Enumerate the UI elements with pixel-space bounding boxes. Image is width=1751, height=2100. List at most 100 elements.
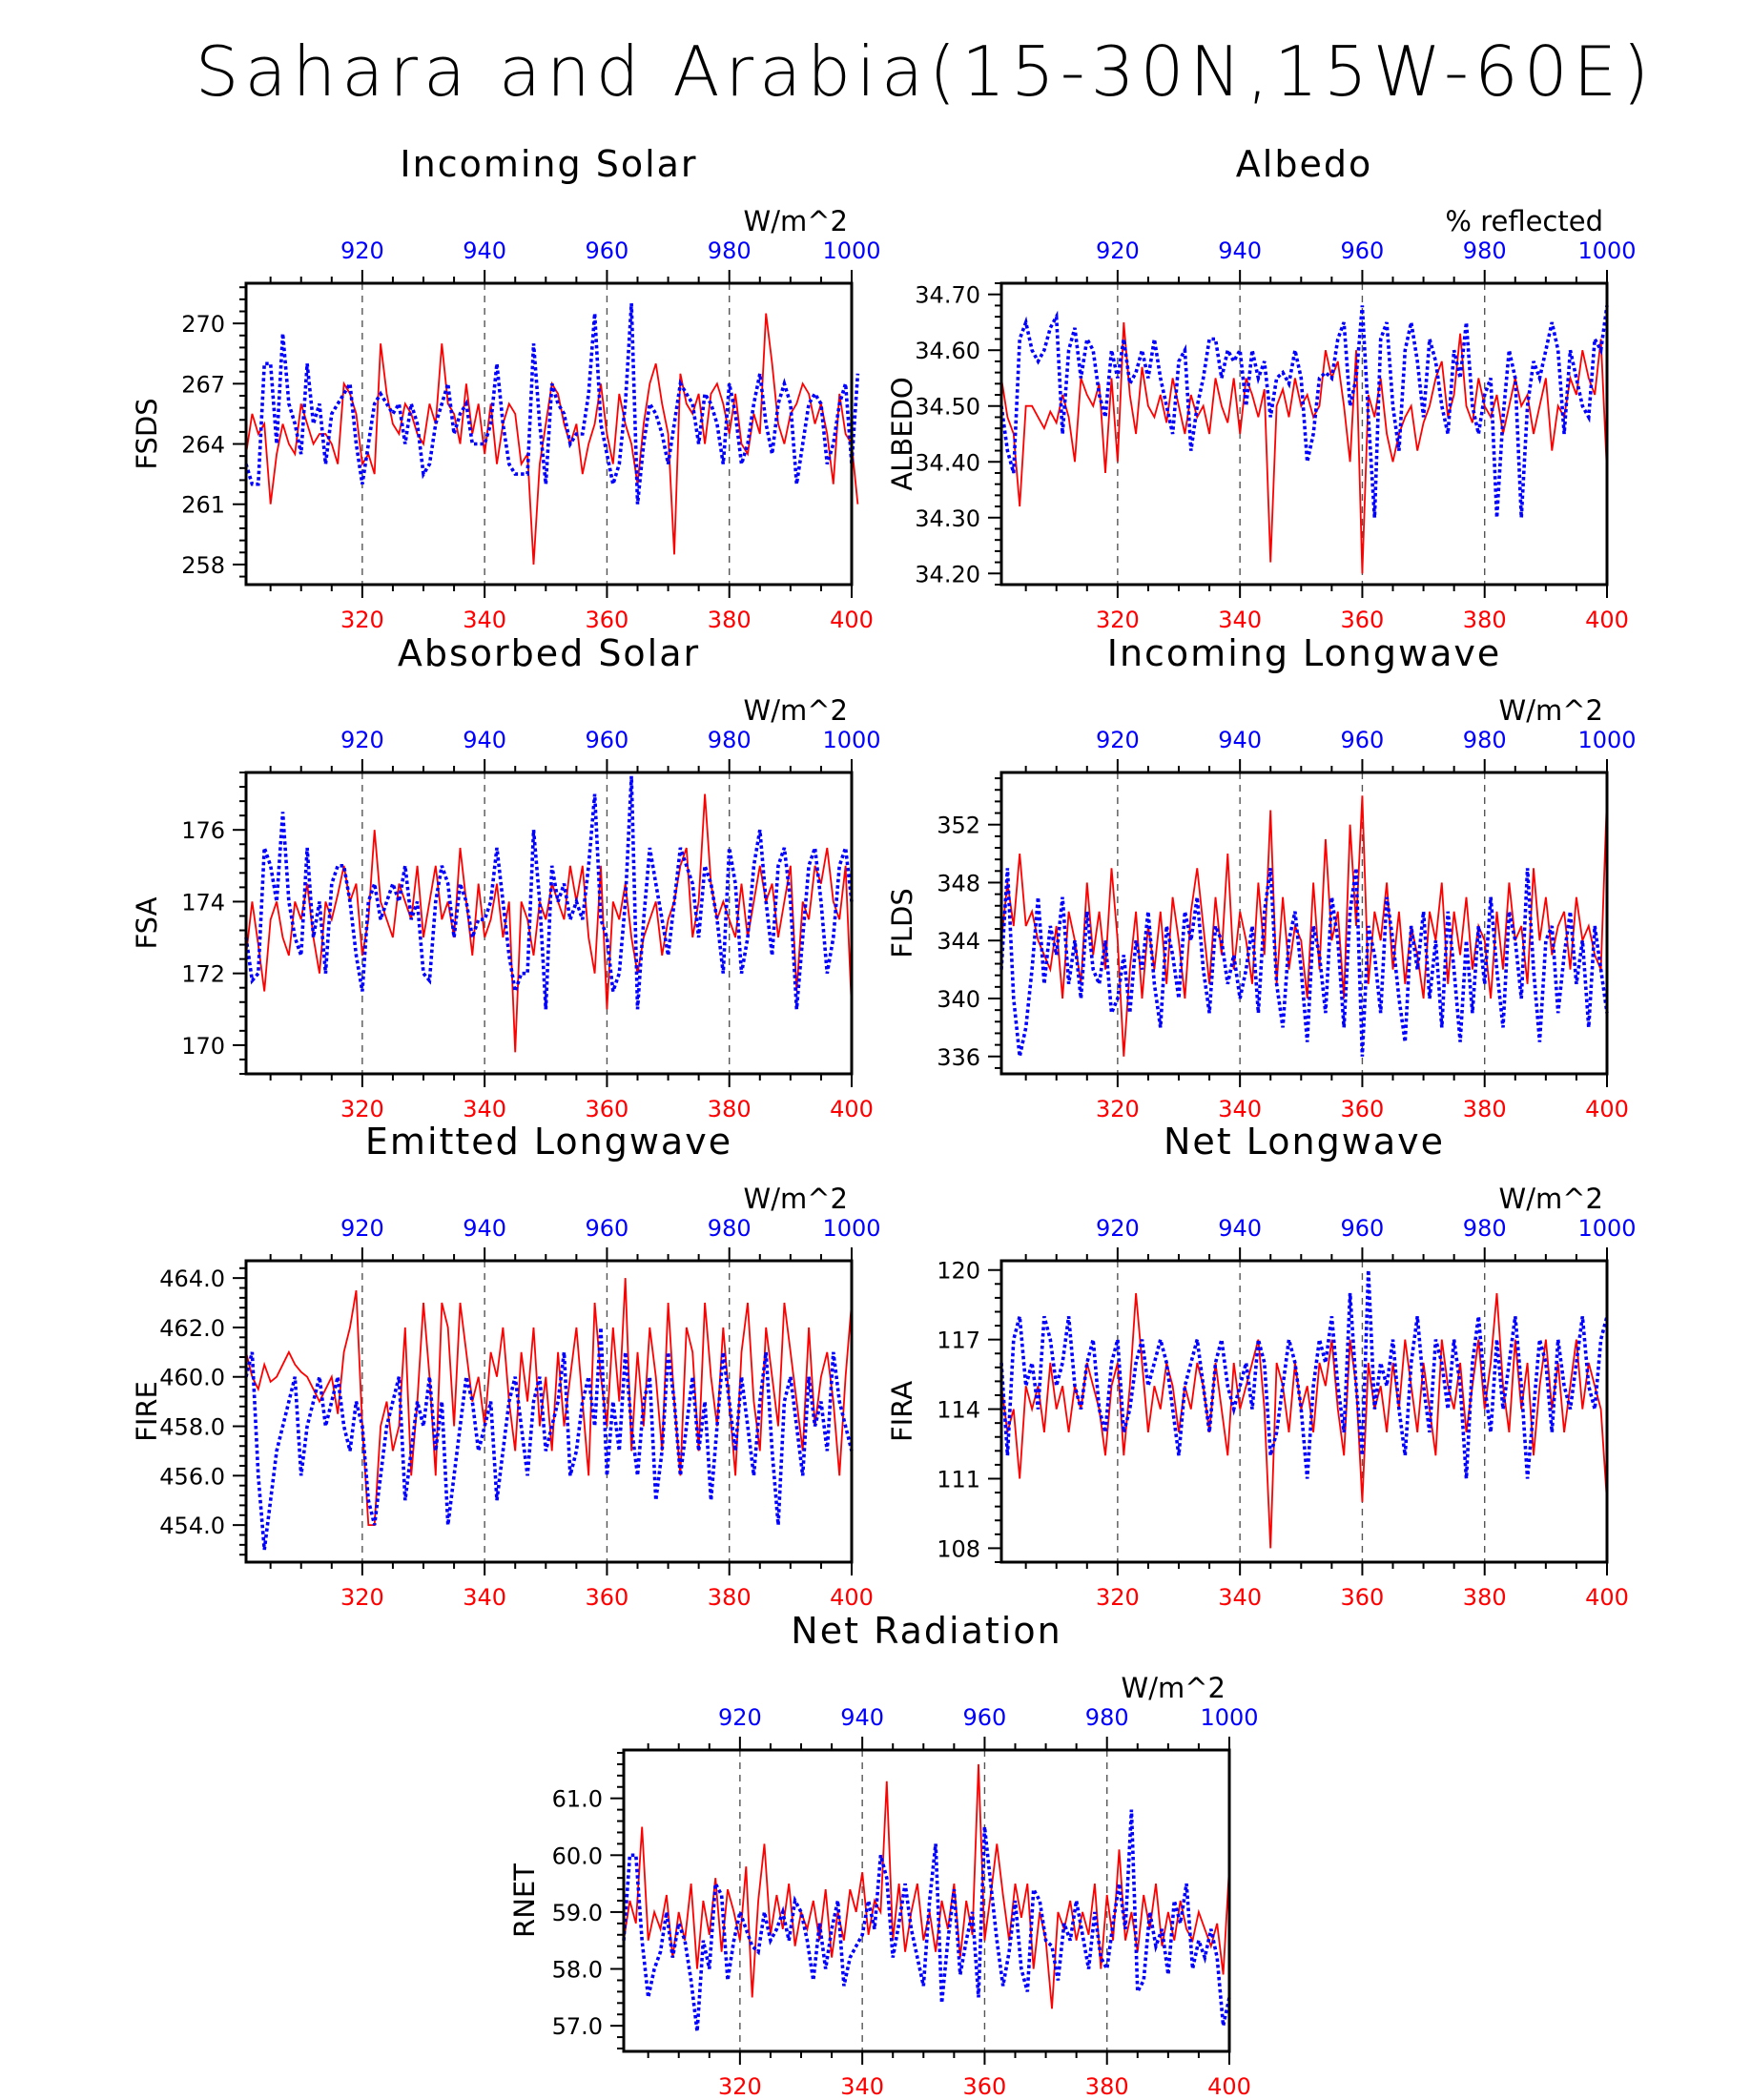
x-top-tick-label: 980 bbox=[708, 727, 752, 753]
series-top-dotted bbox=[244, 1327, 854, 1551]
series-bottom-solid bbox=[245, 1278, 853, 1526]
x-top-tick-label: 920 bbox=[1096, 1215, 1140, 1242]
x-top-tick-label: 1000 bbox=[1577, 1215, 1636, 1242]
series-top-dotted bbox=[244, 775, 854, 1010]
plot-frame bbox=[999, 771, 1609, 1076]
y-tick-label: 460.0 bbox=[159, 1365, 225, 1391]
figure-title: Sahara and Arabia(15-30N,15W-60E) bbox=[196, 31, 1655, 112]
y-tick-label: 462.0 bbox=[159, 1315, 225, 1342]
x-bottom-tick-label: 400 bbox=[830, 1584, 874, 1611]
x-bottom-tick-label: 380 bbox=[1085, 2073, 1129, 2100]
plot-frame bbox=[999, 1259, 1609, 1564]
y-tick-label: 57.0 bbox=[552, 2013, 603, 2040]
y-tick-label: 264 bbox=[181, 432, 225, 459]
y-tick-label: 120 bbox=[937, 1258, 980, 1285]
x-top-tick-label: 1000 bbox=[822, 727, 880, 753]
units-label: W/m^2 bbox=[744, 694, 848, 727]
units-label: W/m^2 bbox=[1499, 694, 1603, 727]
x-bottom-tick-label: 400 bbox=[1585, 607, 1629, 633]
x-bottom-tick-label: 380 bbox=[708, 1584, 752, 1611]
x-top-tick-label: 1000 bbox=[1577, 237, 1636, 264]
x-top-tick-label: 960 bbox=[1341, 1215, 1385, 1242]
x-top-tick-label: 920 bbox=[340, 237, 384, 264]
panel-title: Emitted Longwave bbox=[365, 1121, 732, 1163]
y-axis-label: FIRE bbox=[131, 1381, 163, 1442]
x-bottom-tick-label: 360 bbox=[586, 607, 629, 633]
x-bottom-tick-label: 320 bbox=[340, 1096, 384, 1122]
x-top-tick-label: 920 bbox=[1096, 727, 1140, 753]
y-tick-label: 34.20 bbox=[915, 561, 980, 587]
y-tick-label: 270 bbox=[181, 311, 225, 338]
y-tick-label: 59.0 bbox=[552, 1900, 603, 1926]
x-top-tick-label: 1000 bbox=[1577, 727, 1636, 753]
x-top-tick-label: 1000 bbox=[822, 1215, 880, 1242]
x-top-tick-label: 960 bbox=[586, 1215, 629, 1242]
y-axis-label: FSA bbox=[131, 896, 163, 949]
panel-fira: Net Longwave W/m^2 FIRA 108 111 114 117 120 320 3… bbox=[886, 1121, 1637, 1611]
plot-frame bbox=[244, 281, 854, 587]
series-top-dotted bbox=[999, 305, 1609, 518]
x-top-tick-label: 960 bbox=[586, 727, 629, 753]
y-tick-label: 458.0 bbox=[159, 1414, 225, 1441]
y-axis-label: RNET bbox=[508, 1863, 541, 1938]
panels: Incoming Solar W/m^2 FSDS 258 261 264 267 270 32… bbox=[131, 143, 1637, 2100]
x-bottom-tick-label: 380 bbox=[708, 607, 752, 633]
y-tick-label: 170 bbox=[181, 1033, 225, 1060]
x-bottom-tick-label: 340 bbox=[463, 607, 506, 633]
y-tick-label: 34.50 bbox=[915, 394, 980, 421]
y-tick-label: 454.0 bbox=[159, 1513, 225, 1539]
x-top-tick-label: 1000 bbox=[822, 237, 880, 264]
x-bottom-tick-label: 320 bbox=[340, 1584, 384, 1611]
x-top-tick-label: 940 bbox=[840, 1704, 884, 1731]
x-top-tick-label: 1000 bbox=[1200, 1704, 1258, 1731]
x-top-tick-label: 940 bbox=[463, 1215, 506, 1242]
y-axis-label: FSDS bbox=[131, 398, 163, 469]
series-bottom-solid bbox=[245, 313, 859, 565]
panel-fsa: Absorbed Solar W/m^2 FSA 170 172 174 176 320 340… bbox=[131, 632, 881, 1122]
units-label: % reflected bbox=[1445, 205, 1603, 237]
y-tick-label: 117 bbox=[937, 1328, 980, 1354]
panel-title: Incoming Longwave bbox=[1107, 632, 1501, 674]
panel-title: Net Radiation bbox=[791, 1610, 1061, 1652]
units-label: W/m^2 bbox=[744, 1183, 848, 1215]
y-tick-label: 176 bbox=[181, 817, 225, 844]
y-tick-label: 267 bbox=[181, 371, 225, 398]
y-tick-label: 352 bbox=[937, 813, 980, 839]
y-tick-label: 108 bbox=[937, 1535, 980, 1562]
x-bottom-tick-label: 320 bbox=[1096, 1584, 1140, 1611]
x-bottom-tick-label: 360 bbox=[963, 2073, 1007, 2100]
x-bottom-tick-label: 360 bbox=[1341, 607, 1385, 633]
panel-rnet: Net Radiation W/m^2 RNET 57.0 58.0 59.0 60.0 61… bbox=[508, 1610, 1259, 2100]
panel-title: Net Longwave bbox=[1164, 1121, 1445, 1163]
x-bottom-tick-label: 380 bbox=[1463, 607, 1507, 633]
x-bottom-tick-label: 340 bbox=[463, 1096, 506, 1122]
x-bottom-tick-label: 380 bbox=[708, 1096, 752, 1122]
x-bottom-tick-label: 340 bbox=[1218, 1584, 1262, 1611]
x-bottom-tick-label: 380 bbox=[1463, 1584, 1507, 1611]
y-tick-label: 34.40 bbox=[915, 449, 980, 476]
x-bottom-tick-label: 340 bbox=[840, 2073, 884, 2100]
panel-title: Absorbed Solar bbox=[398, 632, 700, 674]
x-bottom-tick-label: 340 bbox=[463, 1584, 506, 1611]
x-bottom-tick-label: 360 bbox=[1341, 1584, 1385, 1611]
x-bottom-tick-label: 360 bbox=[586, 1584, 629, 1611]
units-label: W/m^2 bbox=[1499, 1183, 1603, 1215]
x-top-tick-label: 920 bbox=[340, 1215, 384, 1242]
x-top-tick-label: 940 bbox=[1218, 1215, 1262, 1242]
x-bottom-tick-label: 340 bbox=[1218, 607, 1262, 633]
x-bottom-tick-label: 320 bbox=[1096, 607, 1140, 633]
y-tick-label: 464.0 bbox=[159, 1266, 225, 1292]
x-bottom-tick-label: 400 bbox=[830, 1096, 874, 1122]
x-bottom-tick-label: 320 bbox=[1096, 1096, 1140, 1122]
panel-title: Incoming Solar bbox=[400, 143, 697, 185]
series-bottom-solid bbox=[1000, 1292, 1608, 1549]
x-top-tick-label: 980 bbox=[708, 1215, 752, 1242]
x-top-tick-label: 920 bbox=[1096, 237, 1140, 264]
y-tick-label: 111 bbox=[937, 1466, 980, 1493]
x-bottom-tick-label: 400 bbox=[1207, 2073, 1251, 2100]
x-bottom-tick-label: 320 bbox=[718, 2073, 762, 2100]
x-top-tick-label: 920 bbox=[718, 1704, 762, 1731]
x-top-tick-label: 960 bbox=[1341, 727, 1385, 753]
units-label: W/m^2 bbox=[744, 205, 848, 237]
